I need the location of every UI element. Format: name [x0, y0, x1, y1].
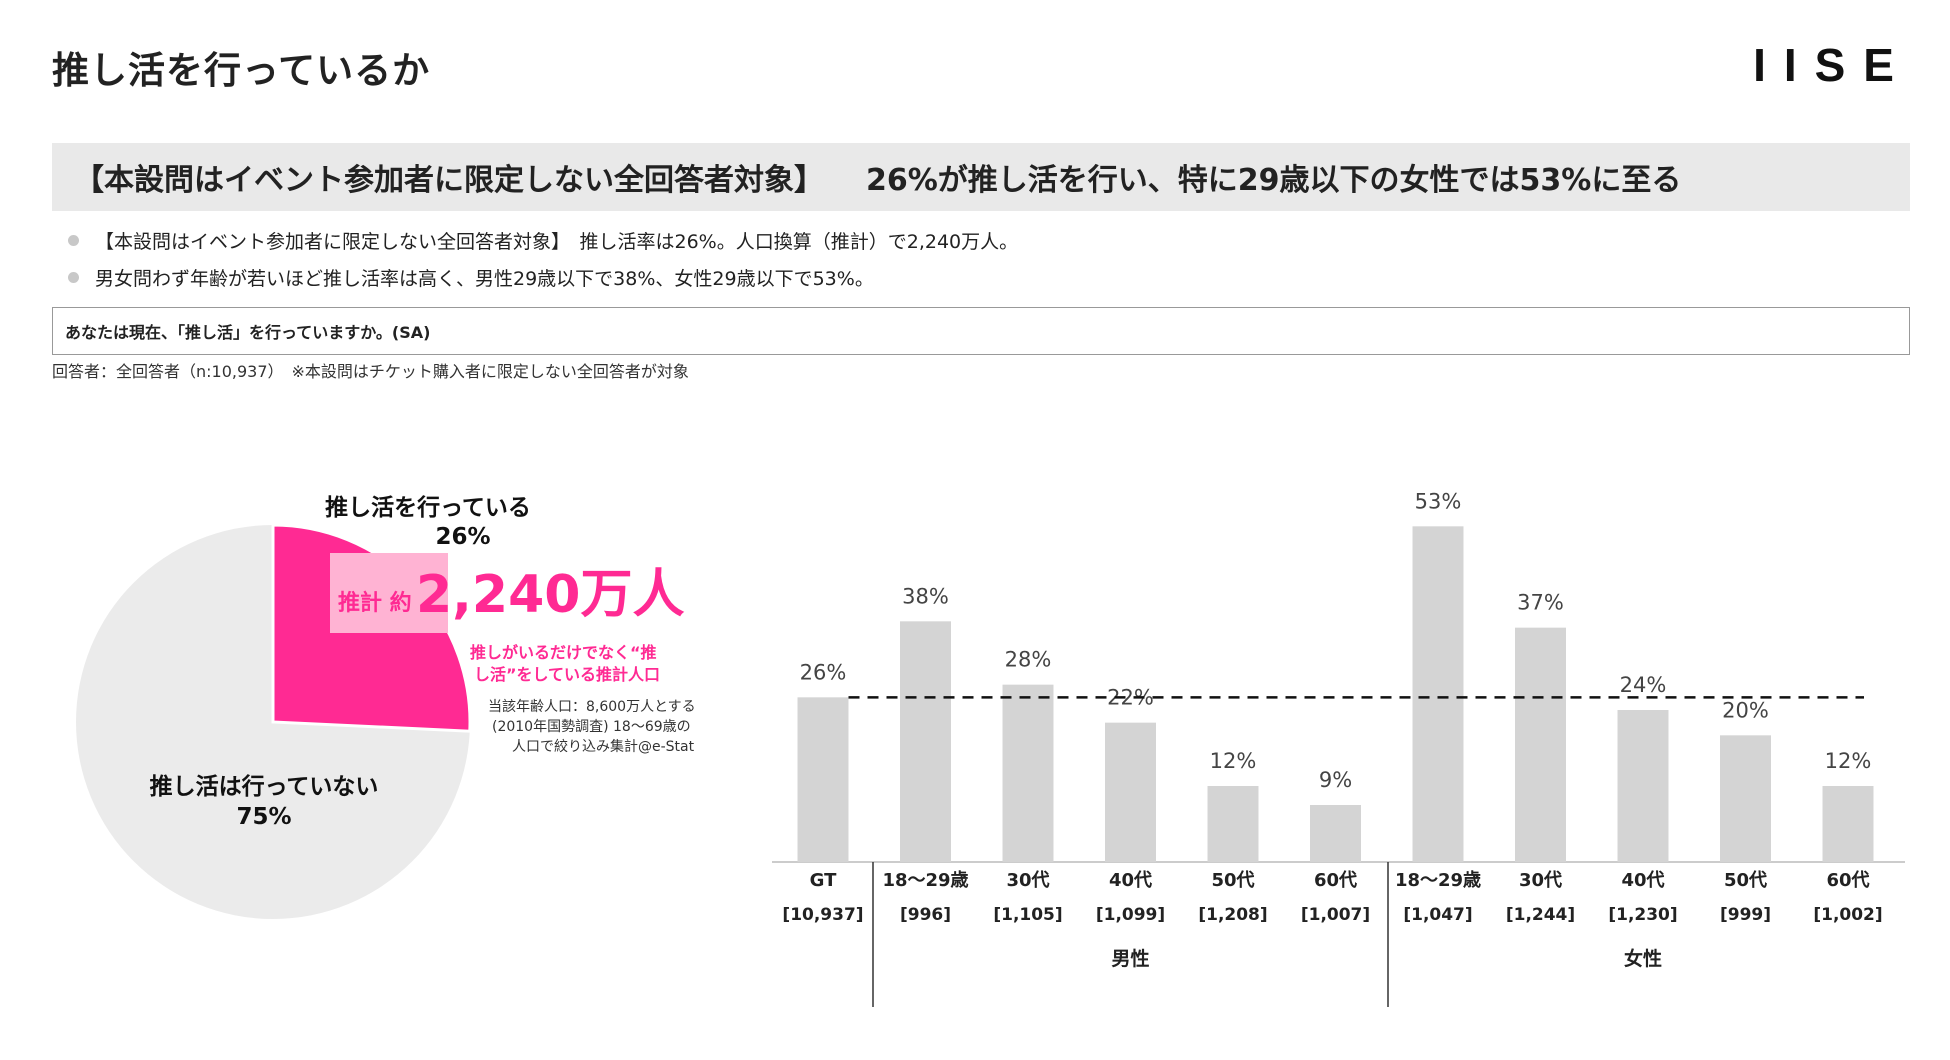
- x-tick-label: 50代: [1211, 870, 1254, 891]
- x-tick-sample-size: [1,047]: [1403, 905, 1472, 925]
- bar: [797, 697, 849, 862]
- x-tick-sample-size: [10,937]: [782, 905, 863, 925]
- x-tick-sample-size: [1,105]: [993, 905, 1062, 925]
- callout-prefix: 推計 約: [338, 590, 412, 616]
- headline-left: 【本設問はイベント参加者に限定しない全回答者対象】: [74, 163, 824, 198]
- bar-value-label: 20%: [1722, 698, 1769, 722]
- bar-value-label: 38%: [902, 584, 949, 608]
- bullet-item: 【本設問はイベント参加者に限定しない全回答者対象】 推し活率は26%。人口換算（…: [68, 222, 1018, 259]
- bar-value-label: 12%: [1210, 749, 1257, 773]
- x-tick-label: 60代: [1314, 870, 1357, 891]
- callout-source-line: 当該年齢人口：8,600万人とする: [488, 699, 696, 715]
- bar-chart: 26% GT [10,937] 38% 18〜29歳 [996] 28% 30代 [1,105]…: [772, 489, 1905, 1007]
- x-tick-label: 18〜29歳: [882, 870, 968, 891]
- bar-value-label: 24%: [1620, 673, 1667, 697]
- bar-value-label: 12%: [1825, 749, 1872, 773]
- x-tick-sample-size: [999]: [1720, 905, 1771, 925]
- x-tick-sample-size: [996]: [900, 905, 951, 925]
- question-text: あなたは現在、「推し活」を行っていますか。(SA): [65, 323, 431, 342]
- callout-highlight: [330, 553, 448, 633]
- bar: [1207, 786, 1259, 862]
- x-tick-label: GT: [810, 870, 837, 891]
- group-label: 女性: [1624, 947, 1662, 970]
- x-tick-sample-size: [1,007]: [1301, 905, 1370, 925]
- page-title: 推し活を行っているか: [52, 49, 431, 92]
- bullet-dot-icon: [68, 235, 79, 246]
- pie-chart: 推し活を行っている 26% 推計 約 2,240万人 推しがいるだけでなく“推 …: [76, 494, 696, 919]
- bullet-dot-icon: [68, 272, 79, 283]
- group-label: 男性: [1111, 947, 1149, 970]
- callout-note-line: し活”をしている推計人口: [474, 665, 660, 684]
- callout-source-line: 人口で絞り込み集計@e-Stat: [512, 738, 695, 755]
- bar-value-label: 37%: [1517, 591, 1564, 615]
- respondents-note: 回答者：全回答者（n:10,937） ※本設問はチケット購入者に限定しない全回答…: [52, 362, 689, 381]
- bar: [1412, 526, 1464, 862]
- x-tick-sample-size: [1,002]: [1813, 905, 1882, 925]
- pie-pct-inactive: 75%: [236, 804, 291, 830]
- bar: [1105, 722, 1156, 862]
- x-tick-sample-size: [1,099]: [1096, 905, 1165, 925]
- callout-big-number: 2,240万人: [416, 565, 684, 625]
- x-tick-label: 30代: [1519, 870, 1562, 891]
- x-tick-label: 30代: [1006, 870, 1049, 891]
- bar-value-label: 53%: [1415, 489, 1462, 513]
- pie-pct-active: 26%: [435, 524, 490, 550]
- bar-value-label: 26%: [800, 660, 847, 684]
- bar: [1720, 735, 1771, 862]
- x-tick-sample-size: [1,244]: [1506, 905, 1575, 925]
- x-tick-label: 50代: [1724, 870, 1767, 891]
- x-tick-label: 60代: [1826, 870, 1869, 891]
- x-tick-label: 40代: [1621, 870, 1664, 891]
- x-tick-label: 40代: [1109, 870, 1152, 891]
- bar: [900, 621, 951, 862]
- headline-right: 26%が推し活を行い、特に29歳以下の女性では53%に至る: [866, 163, 1682, 198]
- headline-banner: 【本設問はイベント参加者に限定しない全回答者対象】 26%が推し活を行い、特に2…: [52, 143, 1910, 211]
- question-box: あなたは現在、「推し活」を行っていますか。(SA): [52, 307, 1910, 355]
- x-tick-sample-size: [1,230]: [1608, 905, 1677, 925]
- pie-label-inactive: 推し活は行っていない: [150, 773, 379, 800]
- bar-value-label: 22%: [1107, 686, 1154, 710]
- bar: [1822, 786, 1874, 862]
- pie-label-active: 推し活を行っている: [325, 494, 531, 521]
- x-tick-label: 18〜29歳: [1395, 870, 1481, 891]
- bar-value-label: 28%: [1005, 648, 1052, 672]
- bar: [1310, 805, 1361, 862]
- bar: [1617, 710, 1669, 862]
- bullet-item: 男女問わず年齢が若いほど推し活率は高く、男性29歳以下で38%、女性29歳以下で…: [68, 259, 1018, 296]
- x-tick-sample-size: [1,208]: [1198, 905, 1267, 925]
- bar-value-label: 9%: [1319, 768, 1352, 792]
- brand-logo: IISE: [1753, 39, 1912, 91]
- summary-bullets: 【本設問はイベント参加者に限定しない全回答者対象】 推し活率は26%。人口換算（…: [68, 222, 1018, 296]
- callout-note-line: 推しがいるだけでなく“推: [470, 643, 657, 662]
- callout-source-line: (2010年国勢調査) 18〜69歳の: [492, 719, 691, 735]
- bar: [1515, 627, 1566, 862]
- bar: [1002, 684, 1054, 862]
